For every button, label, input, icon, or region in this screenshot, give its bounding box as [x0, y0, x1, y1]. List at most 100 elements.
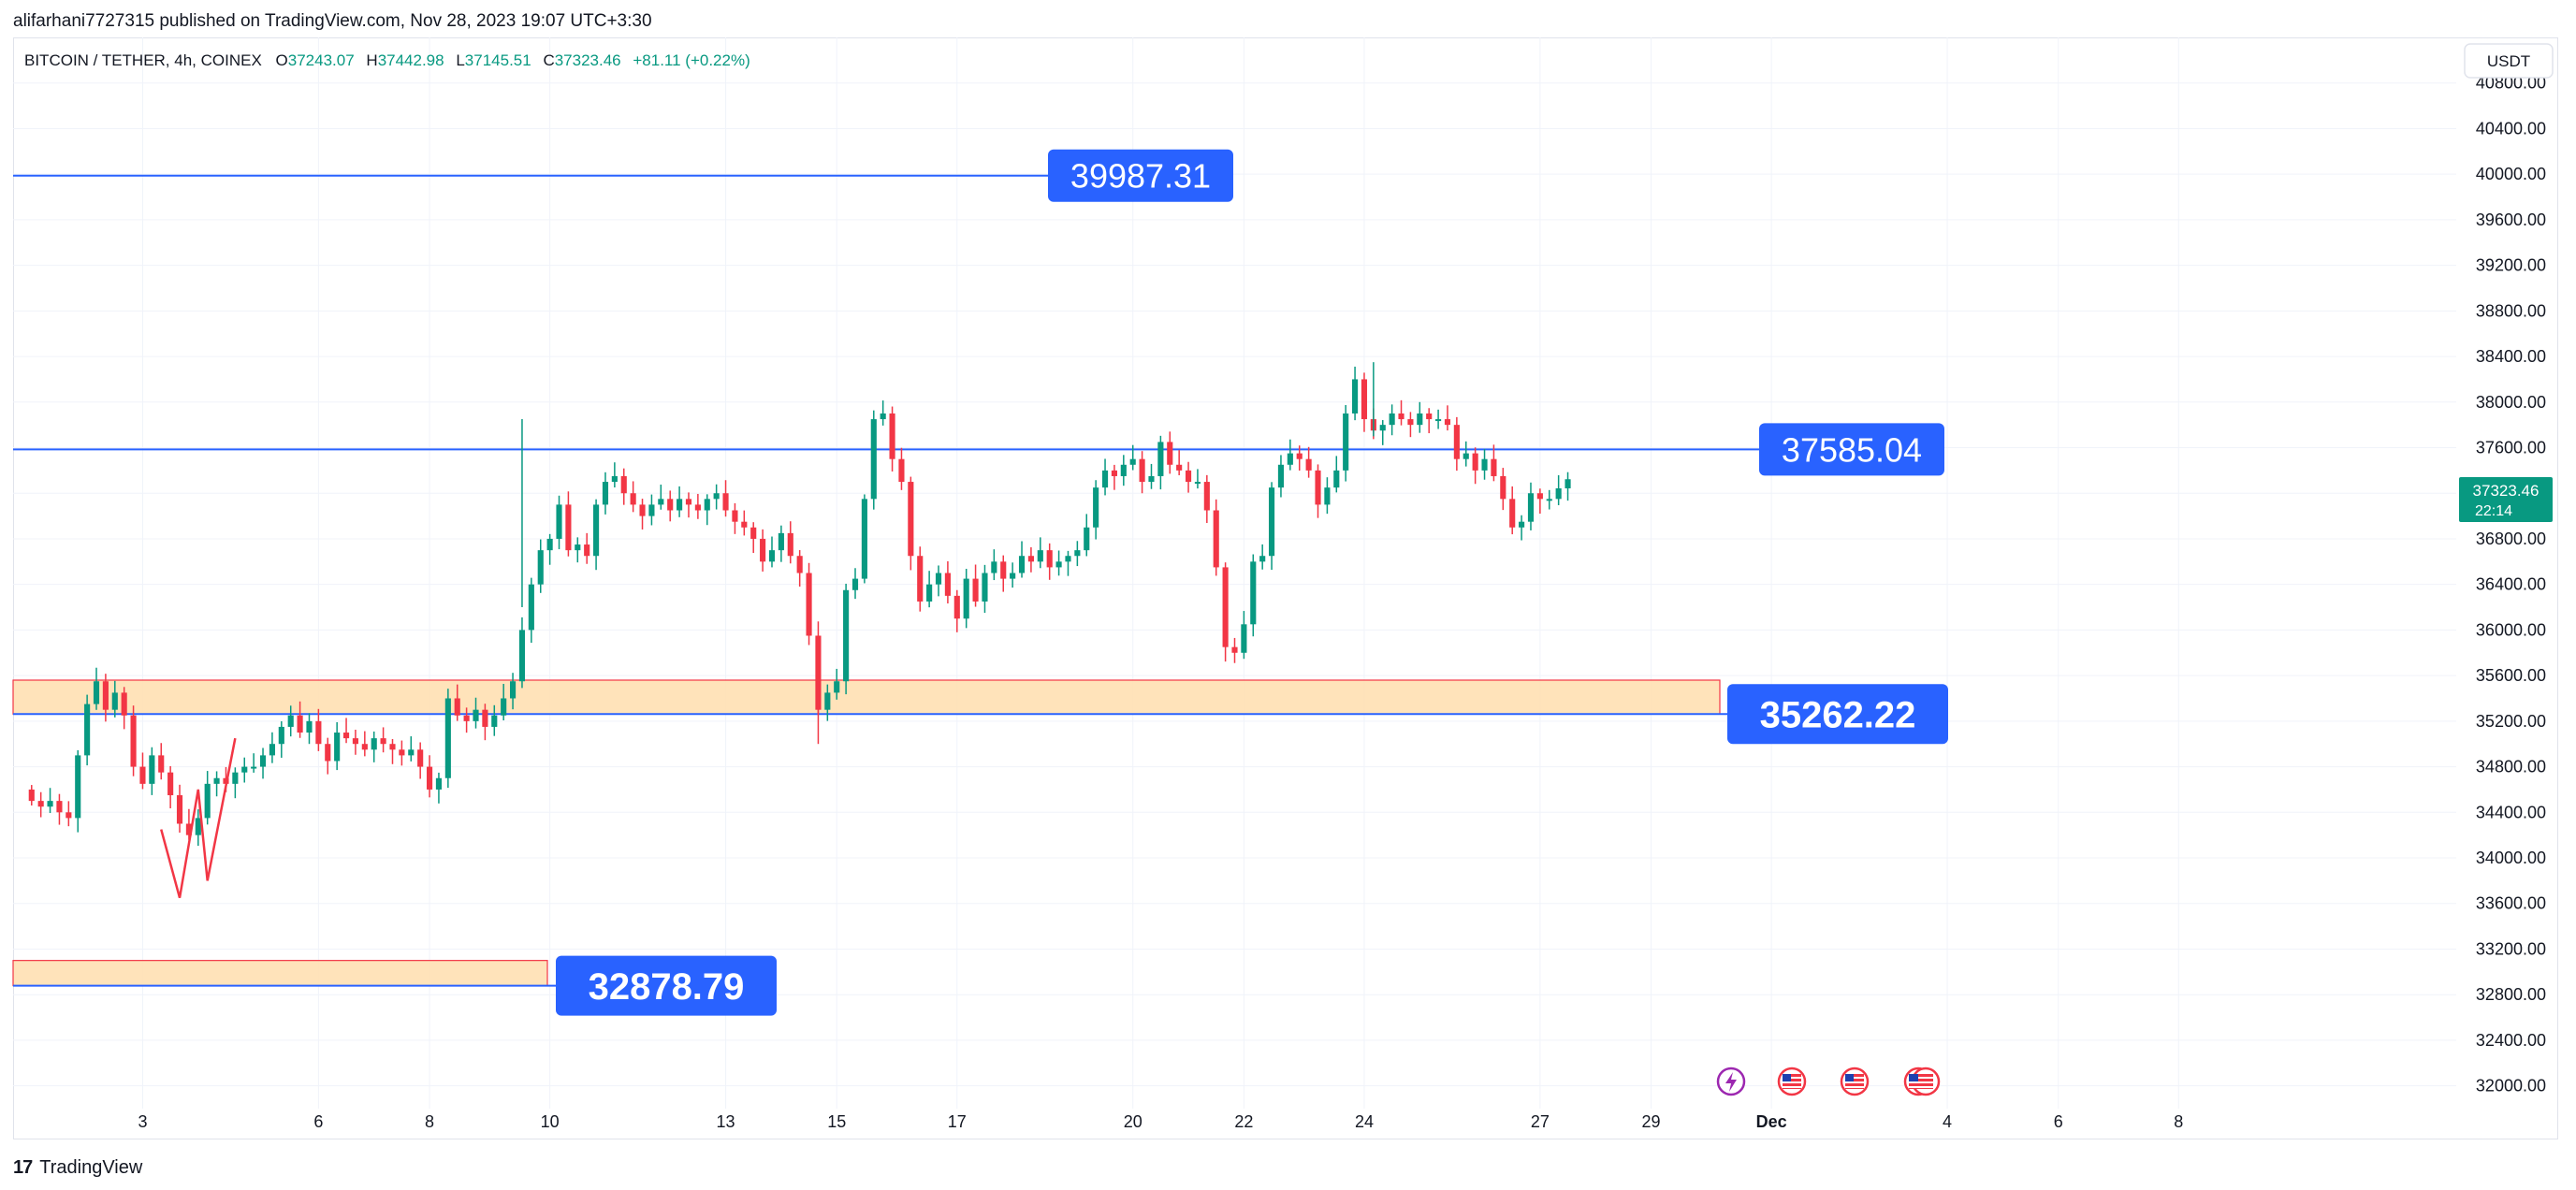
candle-body: [1000, 561, 1007, 579]
candle-body: [630, 493, 636, 505]
candle-body: [47, 801, 53, 807]
candle-body: [408, 749, 415, 756]
candle-body: [1185, 470, 1192, 483]
candle-body: [352, 738, 359, 745]
x-tick-label: 10: [541, 1112, 560, 1131]
candle-body: [1167, 442, 1173, 465]
candle-body: [1148, 475, 1155, 483]
y-tick-label: 35600.00: [2476, 666, 2546, 685]
candle-body: [1527, 493, 1535, 522]
candle-body: [1231, 646, 1238, 653]
candle-body: [1333, 470, 1340, 488]
legend-close-label: C: [543, 51, 554, 69]
current-price-value: 37323.46: [2473, 482, 2540, 500]
x-tick-label: 15: [827, 1112, 846, 1131]
candle-body: [491, 715, 498, 727]
candle-body: [861, 499, 867, 579]
candle-body: [704, 499, 710, 511]
candle-body: [1361, 379, 1368, 420]
candle-body: [435, 777, 443, 790]
price-label-bg: [556, 955, 777, 1016]
candle-body: [796, 556, 803, 573]
candle-body: [944, 573, 951, 596]
us-flag-icon[interactable]: [1903, 1067, 1941, 1096]
price-level-label[interactable]: 37585.04: [1759, 423, 1944, 476]
price-label-bg: [1048, 149, 1233, 202]
candle-body: [84, 704, 91, 756]
candle-body: [982, 573, 988, 602]
candle-body: [953, 595, 960, 619]
candle-body: [806, 573, 812, 636]
candle-body: [1111, 470, 1117, 476]
candle-body: [1101, 470, 1109, 488]
candle-body: [1287, 453, 1293, 465]
candle-body: [241, 766, 248, 773]
candle-layer: [28, 362, 1571, 847]
candle-body: [1065, 556, 1071, 562]
candle-body: [287, 715, 294, 727]
candle-body: [482, 709, 488, 727]
label-layer: 39987.31 37585.04 35262.22 32878.79: [556, 149, 1948, 1016]
candle-body: [1027, 556, 1034, 562]
candle-body: [444, 698, 451, 778]
candle-body: [1491, 458, 1497, 476]
candle-body: [1018, 556, 1026, 573]
candle-body: [297, 715, 303, 733]
candle-body: [1305, 458, 1312, 471]
candle-body: [935, 573, 942, 585]
candle-body: [1555, 487, 1562, 500]
candle-body: [269, 744, 275, 756]
candle-body: [870, 419, 877, 500]
x-tick-label: 3: [138, 1112, 147, 1131]
us-flag-icon[interactable]: [1840, 1067, 1870, 1096]
y-tick-label: 37600.00: [2476, 439, 2546, 457]
candle-body: [28, 789, 35, 802]
candle-body: [713, 493, 720, 500]
candle-body: [463, 715, 470, 721]
candle-body: [741, 521, 748, 528]
x-tick-label: 8: [2174, 1112, 2183, 1131]
x-tick-label: 29: [1642, 1112, 1661, 1131]
candle-body: [361, 744, 368, 750]
candle-body: [399, 749, 405, 756]
price-level-label[interactable]: 32878.79: [556, 955, 777, 1016]
brand-name[interactable]: TradingView: [39, 1156, 143, 1178]
candle-body: [185, 823, 192, 835]
lightning-event-icon[interactable]: [1716, 1067, 1746, 1096]
candle-body: [611, 475, 618, 483]
us-flag-icon[interactable]: [1777, 1067, 1807, 1096]
x-tick-label: 6: [2054, 1112, 2063, 1131]
candle-body: [1120, 464, 1127, 476]
tradingview-logo-icon[interactable]: 17: [13, 1156, 33, 1178]
support-zone: [12, 679, 1721, 715]
y-tick-label: 36400.00: [2476, 575, 2546, 594]
legend-low-label: L: [456, 51, 464, 69]
candle-body: [1536, 493, 1543, 500]
candle-body: [93, 681, 100, 704]
price-level-label[interactable]: 35262.22: [1727, 684, 1948, 745]
candle-body: [1509, 499, 1516, 528]
candle-body: [1565, 479, 1571, 488]
candle-body: [1129, 458, 1136, 465]
y-tick-label: 36800.00: [2476, 530, 2546, 548]
legend-open-value: 37243.07: [288, 51, 355, 69]
price-level-label[interactable]: 39987.31: [1048, 149, 1233, 202]
y-tick-label: 40000.00: [2476, 165, 2546, 183]
candle-body: [815, 635, 822, 710]
candle-body: [380, 738, 386, 745]
candle-body: [898, 458, 905, 483]
candle-body: [121, 692, 127, 716]
currency-label: USDT: [2487, 52, 2530, 70]
candle-body: [1426, 413, 1433, 420]
currency-button[interactable]: USDT: [2464, 43, 2554, 79]
candle-body: [426, 766, 433, 790]
candle-body: [963, 578, 969, 619]
candle-body: [1203, 482, 1210, 511]
x-tick-label: Dec: [1756, 1112, 1787, 1131]
candle-body: [232, 772, 239, 784]
candle-body: [111, 692, 118, 710]
candle-body: [593, 504, 600, 557]
candle-body: [584, 544, 590, 557]
candle-body: [204, 783, 211, 819]
